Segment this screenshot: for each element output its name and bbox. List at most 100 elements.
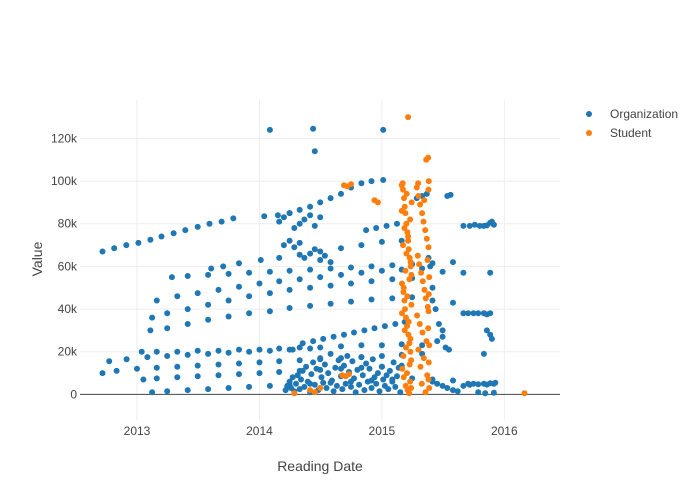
data-point-organization	[174, 293, 181, 300]
data-point-organization	[174, 363, 181, 370]
data-point-organization	[286, 286, 293, 293]
data-point-organization	[205, 316, 212, 323]
data-point-student	[425, 244, 432, 251]
data-point-organization	[225, 270, 232, 277]
data-point-organization	[311, 222, 318, 229]
data-point-student	[419, 278, 426, 285]
data-point-organization	[149, 314, 156, 321]
data-point-organization	[218, 218, 225, 225]
data-point-organization	[460, 382, 467, 389]
data-point-student	[374, 199, 381, 206]
data-point-organization	[392, 383, 399, 390]
data-point-organization	[378, 363, 385, 370]
data-point-student	[421, 197, 428, 204]
data-point-organization	[380, 126, 387, 133]
data-point-student	[425, 291, 432, 298]
data-point-organization	[256, 346, 263, 353]
y-tick-label: 80k	[58, 217, 78, 231]
data-point-student	[403, 344, 409, 351]
data-point-organization	[246, 310, 253, 317]
data-point-organization	[487, 310, 494, 317]
data-point-student	[426, 274, 433, 281]
data-point-organization	[205, 271, 212, 278]
y-tick-label: 100k	[51, 174, 78, 188]
data-point-organization	[184, 351, 191, 358]
data-point-organization	[439, 333, 446, 340]
data-point-organization	[291, 244, 298, 251]
legend[interactable]: Organization Student	[578, 104, 696, 142]
data-point-student	[406, 390, 413, 397]
data-point-student	[408, 301, 415, 308]
data-point-organization	[475, 389, 482, 396]
data-point-student	[419, 329, 426, 336]
data-point-student	[407, 216, 414, 223]
data-point-student	[425, 359, 432, 366]
data-point-organization	[352, 389, 359, 396]
data-point-organization	[450, 387, 456, 394]
data-point-organization	[170, 230, 177, 237]
data-point-organization	[184, 273, 191, 279]
data-point-student	[421, 286, 428, 293]
data-point-organization	[378, 342, 385, 349]
data-point-organization	[289, 374, 296, 381]
data-point-organization	[286, 305, 293, 311]
data-point-organization	[99, 370, 106, 377]
data-point-student	[408, 385, 415, 391]
data-point-organization	[475, 381, 482, 388]
data-point-organization	[389, 295, 396, 302]
data-point-organization	[392, 321, 399, 327]
data-point-organization	[307, 266, 314, 273]
data-point-student	[403, 250, 410, 257]
data-point-organization	[323, 385, 330, 391]
data-point-organization	[138, 348, 145, 355]
data-point-organization	[434, 380, 441, 387]
data-point-organization	[311, 148, 318, 155]
data-point-organization	[342, 380, 349, 387]
data-point-organization	[184, 387, 191, 394]
data-point-student	[417, 201, 424, 208]
data-point-organization	[439, 382, 446, 389]
data-point-student	[426, 342, 433, 349]
data-point-organization	[344, 353, 351, 359]
data-point-organization	[330, 333, 337, 340]
series-student-points	[291, 114, 528, 397]
data-point-student	[403, 190, 410, 197]
data-point-organization	[261, 213, 268, 220]
data-point-organization	[368, 263, 375, 270]
data-point-organization	[429, 297, 436, 304]
legend-item-student[interactable]: Student	[578, 123, 696, 142]
data-point-organization	[296, 239, 303, 246]
data-point-organization	[182, 227, 189, 234]
data-point-organization	[215, 347, 222, 354]
data-point-organization	[236, 283, 242, 290]
grid-lines	[80, 100, 560, 420]
data-point-organization	[351, 375, 357, 382]
data-point-organization	[286, 378, 293, 385]
data-point-student	[422, 295, 429, 302]
y-axis-ticks: 0 20k 40k 60k 80k 100k 120k	[51, 131, 78, 401]
data-point-organization	[380, 177, 387, 183]
data-point-organization	[236, 371, 242, 378]
data-point-organization	[373, 225, 380, 231]
data-point-organization	[246, 269, 253, 276]
data-point-organization	[361, 387, 368, 394]
data-point-organization	[318, 374, 325, 381]
data-point-organization	[299, 340, 306, 347]
series-organization-points	[99, 125, 499, 397]
data-point-organization	[460, 310, 467, 317]
data-point-organization	[317, 274, 324, 281]
data-point-organization	[378, 353, 385, 359]
data-point-organization	[383, 222, 390, 229]
legend-item-organization[interactable]: Organization	[578, 104, 696, 123]
data-point-organization	[480, 350, 487, 357]
data-point-student	[317, 385, 324, 391]
data-point-student	[406, 361, 413, 368]
data-point-student	[399, 310, 405, 317]
data-point-organization	[339, 386, 346, 393]
data-point-organization	[397, 389, 404, 396]
data-point-student	[400, 242, 406, 249]
data-point-student	[425, 154, 432, 161]
data-point-organization	[434, 338, 441, 345]
data-point-student	[402, 267, 409, 274]
data-point-organization	[313, 365, 320, 372]
